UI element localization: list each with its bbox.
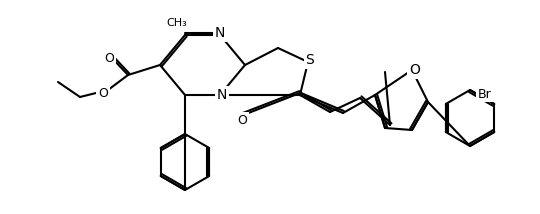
Text: O: O — [409, 63, 421, 77]
Text: Br: Br — [478, 88, 492, 101]
Text: N: N — [215, 26, 225, 40]
Text: S: S — [306, 53, 314, 67]
Text: O: O — [104, 52, 114, 64]
Text: N: N — [217, 88, 227, 102]
Text: O: O — [98, 86, 108, 100]
Text: O: O — [237, 113, 247, 126]
Text: CH₃: CH₃ — [167, 18, 187, 28]
